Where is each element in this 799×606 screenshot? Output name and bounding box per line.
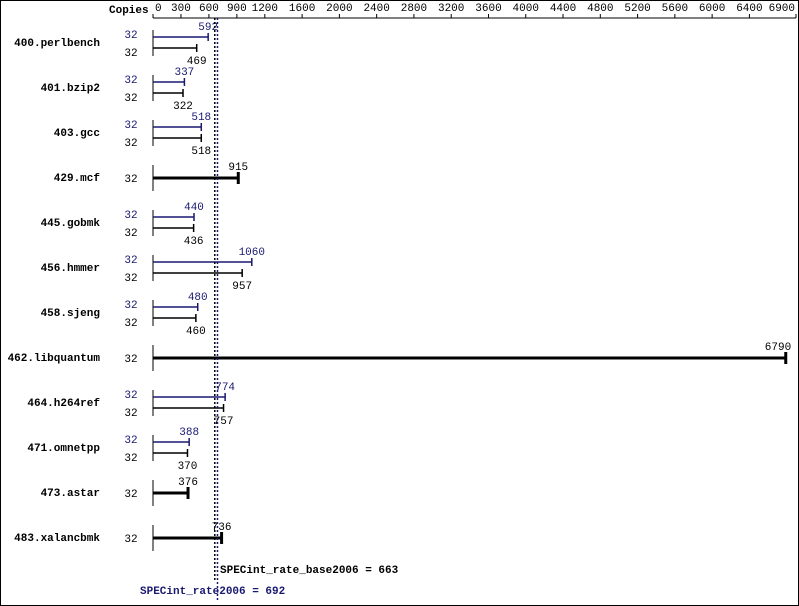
- bar: [153, 449, 189, 457]
- x-tick-label: 600: [199, 3, 219, 15]
- x-tick-label: 4400: [550, 3, 576, 15]
- bar: [153, 89, 184, 97]
- value-label: 480: [188, 292, 208, 304]
- value-label: 1060: [239, 247, 265, 259]
- value-label: 469: [187, 56, 207, 68]
- value-label: 518: [191, 112, 211, 124]
- copies-label: 32: [124, 255, 137, 267]
- value-label: 436: [184, 236, 204, 248]
- bar: [153, 134, 203, 142]
- copies-label: 32: [124, 120, 137, 132]
- bar: [153, 314, 197, 322]
- copies-label: 32: [124, 534, 137, 546]
- x-tick-label: 3600: [475, 3, 501, 15]
- x-tick-label: 4000: [513, 3, 539, 15]
- value-label: 6790: [765, 342, 791, 354]
- value-label: 774: [215, 382, 235, 394]
- x-tick-label: 900: [227, 3, 247, 15]
- value-label: 736: [212, 522, 232, 534]
- x-tick-label: 6400: [736, 3, 762, 15]
- value-label: 518: [191, 146, 211, 158]
- value-label: 957: [232, 281, 252, 293]
- x-tick-label: 2000: [326, 3, 352, 15]
- category-label: 401.bzip2: [41, 83, 100, 95]
- category-label: 403.gcc: [54, 128, 100, 140]
- x-tick-label: 2800: [401, 3, 427, 15]
- copies-label: 32: [124, 390, 137, 402]
- copies-label: 32: [124, 408, 137, 420]
- category-label: 445.gobmk: [41, 218, 101, 230]
- value-label: 322: [173, 101, 193, 113]
- copies-label: 32: [124, 75, 137, 87]
- value-label: 370: [178, 461, 198, 473]
- category-label: 458.sjeng: [41, 308, 100, 320]
- reference-label: SPECint_rate2006 = 692: [140, 586, 285, 598]
- copies-label: 32: [124, 30, 137, 42]
- copies-label: 32: [124, 354, 137, 366]
- bar: [153, 78, 186, 86]
- x-tick-label: 4800: [587, 3, 613, 15]
- copies-label: 32: [124, 300, 137, 312]
- x-tick-label: 6000: [699, 3, 725, 15]
- x-tick-label: 1200: [252, 3, 278, 15]
- bar: [153, 224, 195, 232]
- bar: [153, 269, 243, 277]
- copies-label: 32: [124, 489, 137, 501]
- value-label: 592: [198, 22, 218, 34]
- bar: [153, 404, 225, 412]
- copies-label: 32: [124, 93, 137, 105]
- copies-label: 32: [124, 174, 137, 186]
- copies-label: 32: [124, 453, 137, 465]
- category-label: 473.astar: [41, 488, 100, 500]
- value-label: 376: [178, 477, 198, 489]
- x-tick-label: 300: [171, 3, 191, 15]
- x-tick-label: 2400: [363, 3, 389, 15]
- value-label: 388: [179, 427, 199, 439]
- category-label: 400.perlbench: [14, 38, 100, 50]
- copies-label: 32: [124, 228, 137, 240]
- category-label: 483.xalancbmk: [14, 533, 100, 545]
- copies-label: 32: [124, 435, 137, 447]
- bar: [153, 303, 199, 311]
- copies-label: 32: [124, 210, 137, 222]
- value-label: 757: [214, 416, 234, 428]
- copies-label: 32: [124, 48, 137, 60]
- reference-label: SPECint_rate_base2006 = 663: [220, 565, 399, 577]
- value-label: 915: [228, 162, 248, 174]
- x-tick-label: 5600: [662, 3, 688, 15]
- bar: [153, 213, 195, 221]
- bar: [153, 123, 203, 131]
- bar: [153, 393, 226, 401]
- x-tick-label: 3200: [438, 3, 464, 15]
- x-tick-label: 5200: [624, 3, 650, 15]
- x-tick-label: 0: [155, 3, 162, 15]
- category-label: 462.libquantum: [8, 353, 101, 365]
- copies-label: 32: [124, 273, 137, 285]
- x-tick-label: 6900: [769, 3, 795, 15]
- value-label: 337: [174, 67, 194, 79]
- copies-label: 32: [124, 138, 137, 150]
- category-label: 471.omnetpp: [27, 443, 100, 455]
- copies-label: 32: [124, 318, 137, 330]
- value-label: 460: [186, 326, 206, 338]
- x-tick-label: 1600: [289, 3, 315, 15]
- bar: [153, 438, 190, 446]
- value-label: 440: [184, 202, 204, 214]
- bar: [153, 44, 198, 52]
- bar: [153, 33, 209, 41]
- category-label: 429.mcf: [54, 173, 101, 185]
- category-label: 464.h264ref: [27, 398, 100, 410]
- axis-title: Copies: [109, 5, 149, 17]
- category-label: 456.hmmer: [41, 263, 100, 275]
- bar: [153, 258, 253, 266]
